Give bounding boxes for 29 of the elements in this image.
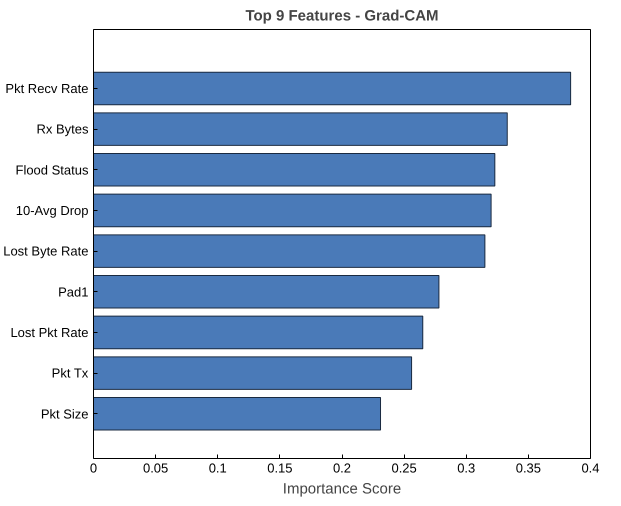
chart-title: Top 9 Features - Grad-CAM xyxy=(245,8,439,24)
y-tick-label: Rx Bytes xyxy=(36,122,89,137)
x-tick-label: 0 xyxy=(90,460,98,476)
bar xyxy=(94,194,492,228)
x-tick-label: 0.1 xyxy=(208,460,227,476)
bar xyxy=(94,275,440,309)
x-tick-label: 0.2 xyxy=(332,460,352,476)
bar xyxy=(94,234,486,268)
x-tick-label: 0.3 xyxy=(457,460,476,476)
bar xyxy=(94,72,572,106)
bar xyxy=(94,153,496,187)
x-tick-label: 0.35 xyxy=(516,460,542,476)
bar xyxy=(94,397,382,431)
x-tick-label: 0.4 xyxy=(581,460,600,476)
y-tick-label: Pkt Tx xyxy=(52,366,89,381)
y-tick-label: Lost Pkt Rate xyxy=(10,324,89,340)
x-tick-label: 0.15 xyxy=(267,460,293,476)
x-tick-label: 0.05 xyxy=(142,460,168,476)
y-tick-label: Flood Status xyxy=(16,162,89,178)
x-axis-title: Importance Score xyxy=(282,480,402,498)
y-tick-label: Pkt Size xyxy=(40,406,89,422)
bar xyxy=(94,316,424,350)
y-tick-label: Pad1 xyxy=(58,284,89,300)
bar xyxy=(94,112,508,146)
y-tick-label: Lost Byte Rate xyxy=(3,244,89,259)
y-tick-label: Pkt Recv Rate xyxy=(5,80,89,96)
bar xyxy=(94,356,412,390)
y-tick-label: 10-Avg Drop xyxy=(16,202,89,218)
x-tick-label: 0.25 xyxy=(391,460,417,476)
